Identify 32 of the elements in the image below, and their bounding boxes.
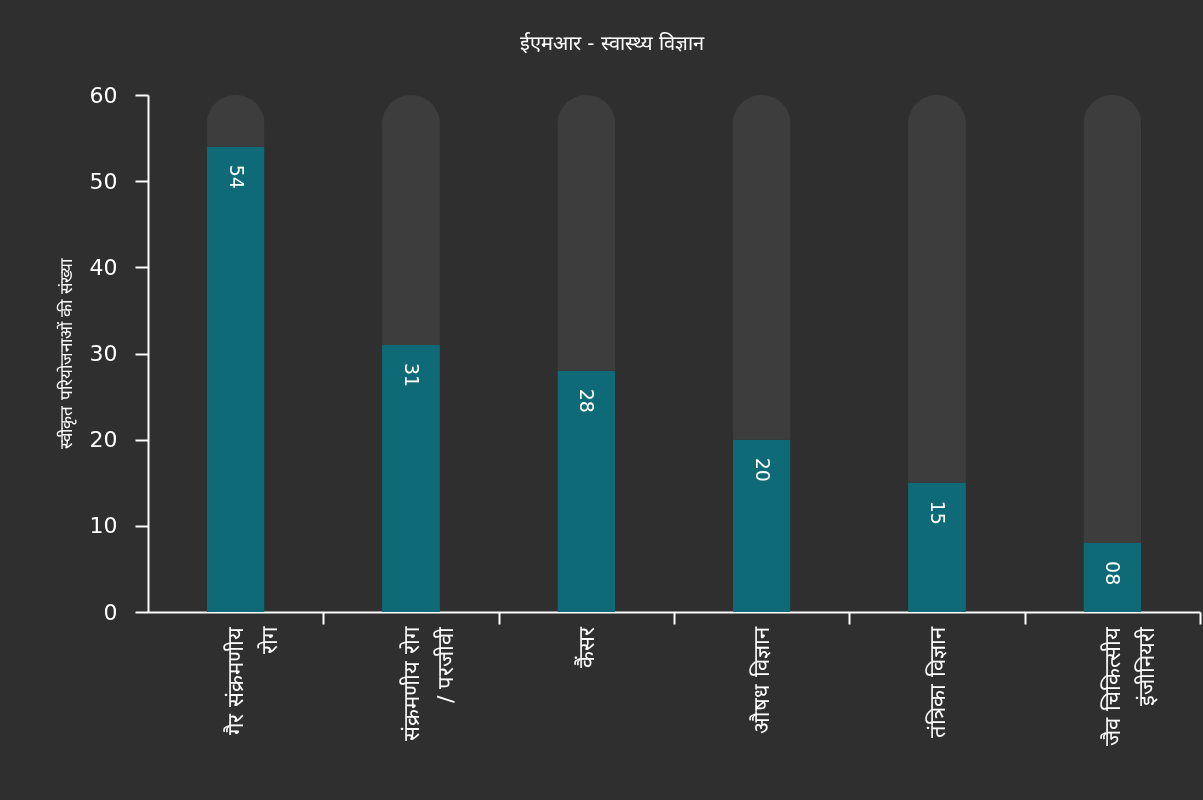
chart-title: ईएमआर - स्वास्थ्य विज्ञान [519,31,706,55]
data-label: 28 [576,388,599,413]
bar [1083,543,1142,612]
data-label: 15 [927,500,949,525]
y-tick-label: 10 [89,513,118,539]
bar [908,482,966,612]
data-label: 31 [401,362,423,388]
bar [732,439,791,612]
x-tick-label: औषध विज्ञान [749,625,775,734]
bar [1083,95,1142,544]
y-tick-label: 20 [89,427,118,453]
bar [557,370,616,612]
data-label: 20 [751,457,774,482]
data-label: 54 [225,164,248,189]
y-tick-label: 50 [89,168,118,194]
bar [908,95,966,483]
x-tick-label: संक्रमणीय रोग / परजीवी [398,625,458,741]
x-tick-label: तंत्रिका विज्ञान [924,625,950,738]
bar [732,95,791,440]
y-axis-title: स्वीकृत परियोजनाओं की संख्या [55,258,77,449]
data-label: 08 [1102,561,1125,586]
y-tick-label: 60 [89,82,118,108]
bar [557,95,616,371]
y-tick-label: 0 [103,599,118,625]
bar [206,146,265,612]
y-tick-label: 30 [89,341,118,366]
bar [382,344,440,612]
x-tick-label: गैर संक्रमणीय रोग [223,625,283,735]
x-tick-label: जैव चिकित्सीय इंजीनियरी [1099,625,1159,746]
x-tick-label: कैंसर [573,625,599,668]
bar [382,95,440,345]
y-tick-label: 40 [89,254,118,280]
